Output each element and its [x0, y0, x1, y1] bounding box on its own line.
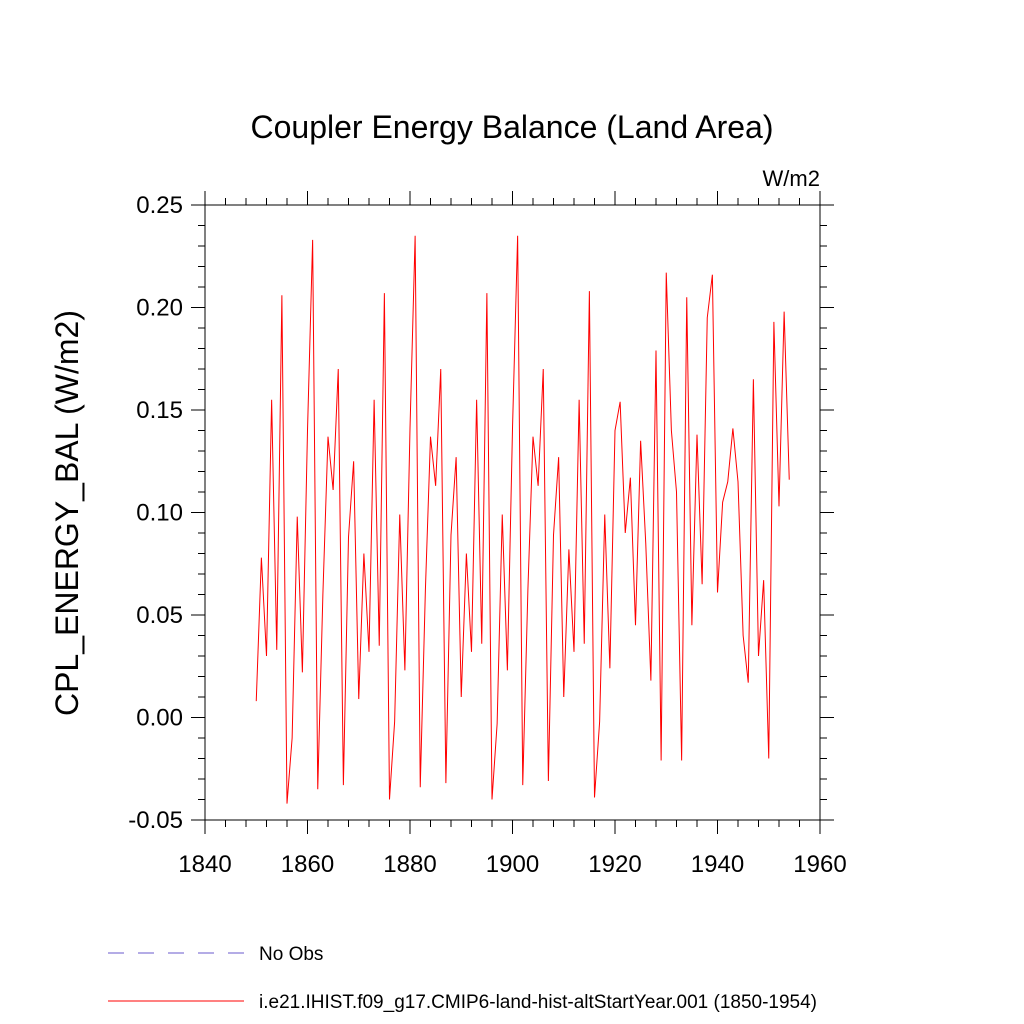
x-tick-label: 1840 — [178, 851, 231, 878]
y-tick-label: 0.05 — [136, 602, 183, 629]
y-tick-label: -0.05 — [128, 807, 183, 834]
axis-ticks — [191, 191, 834, 834]
units-label: W/m2 — [763, 166, 820, 191]
plot-frame — [204, 204, 821, 821]
x-tick-label: 1900 — [486, 851, 539, 878]
legend-label: No Obs — [259, 944, 323, 965]
tick-labels: 1840 1860 1880 1900 1920 1940 1960 -0.05 0.00 0.0… — [128, 192, 846, 878]
y-axis-title: CPL_ENERGY_BAL (W/m2) — [49, 310, 85, 716]
x-tick-label: 1860 — [281, 851, 334, 878]
x-tick-label: 1880 — [383, 851, 436, 878]
y-tick-label: 0.00 — [136, 705, 183, 732]
x-tick-label: 1920 — [588, 851, 641, 878]
y-tick-label: 0.20 — [136, 295, 183, 322]
legend-label: i.e21.IHIST.f09_g17.CMIP6-land-hist-altS… — [259, 992, 817, 1013]
y-tick-label: 0.10 — [136, 500, 183, 527]
series-layer — [255, 235, 790, 804]
chart-title: Coupler Energy Balance (Land Area) — [251, 109, 774, 145]
series-line — [255, 235, 790, 804]
y-tick-label: 0.15 — [136, 397, 183, 424]
y-tick-label: 0.25 — [136, 192, 183, 219]
x-tick-label: 1960 — [793, 851, 846, 878]
x-tick-label: 1940 — [691, 851, 744, 878]
legend: No Obs i.e21.IHIST.f09_g17.CMIP6-land-his… — [108, 944, 817, 1013]
